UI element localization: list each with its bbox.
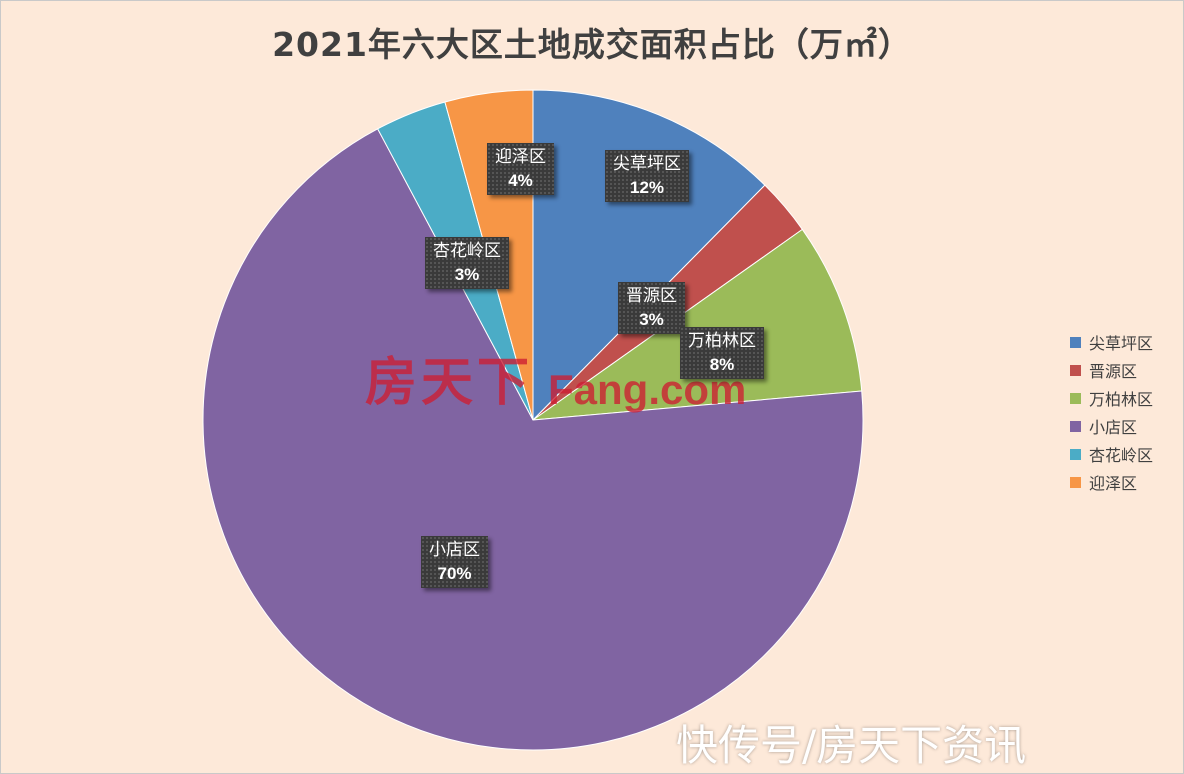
watermark-footer: 快传号/房天下资讯 — [676, 721, 1027, 770]
pie-slice-4 — [202, 128, 864, 751]
data-label-4: 小店区 70% — [421, 536, 488, 588]
legend-label: 杏花岭区 — [1089, 446, 1154, 465]
data-label-name: 万柏林区 — [688, 331, 756, 351]
legend-item: 小店区 — [1070, 412, 1153, 440]
legend-swatch — [1070, 364, 1081, 376]
data-label-6: 迎泽区 4% — [487, 143, 554, 195]
legend-swatch — [1070, 476, 1081, 488]
pie-slice-3 — [531, 228, 863, 421]
legend-item: 迎泽区 — [1070, 468, 1153, 496]
legend-swatch — [1070, 392, 1081, 404]
data-label-name: 小店区 — [429, 540, 480, 560]
legend-item: 晋源区 — [1070, 356, 1153, 384]
data-label-1: 尖草坪区 12% — [605, 150, 689, 202]
legend: 尖草坪区晋源区万柏林区小店区杏花岭区迎泽区 — [1070, 328, 1153, 496]
data-label-name: 杏花岭区 — [433, 241, 501, 261]
legend-item: 杏花岭区 — [1070, 440, 1153, 468]
data-label-name: 晋源区 — [626, 286, 677, 306]
legend-item: 万柏林区 — [1070, 384, 1153, 412]
legend-item: 尖草坪区 — [1070, 328, 1153, 356]
legend-label: 晋源区 — [1089, 362, 1138, 381]
legend-swatch — [1070, 336, 1081, 348]
data-label-percent: 4% — [508, 171, 533, 190]
data-label-name: 尖草坪区 — [613, 154, 681, 174]
data-label-percent: 70% — [437, 564, 472, 583]
data-label-percent: 3% — [639, 310, 664, 329]
data-label-percent: 3% — [454, 265, 480, 284]
legend-swatch — [1070, 448, 1081, 460]
data-label-3: 万柏林区 8% — [680, 327, 764, 379]
data-label-5: 杏花岭区 3% — [425, 237, 509, 289]
chart-title: 2021年六大区土地成交面积占比（万㎡） — [272, 25, 912, 64]
data-label-percent: 12% — [629, 178, 665, 197]
watermark-logo-cn: 房天下 — [365, 353, 534, 413]
data-label-2: 晋源区 3% — [618, 282, 685, 334]
legend-label: 小店区 — [1089, 418, 1138, 437]
legend-label: 尖草坪区 — [1089, 334, 1154, 353]
data-label-name: 迎泽区 — [495, 147, 546, 167]
data-label-percent: 8% — [709, 355, 735, 374]
legend-swatch — [1070, 420, 1081, 432]
legend-label: 迎泽区 — [1089, 474, 1138, 493]
legend-label: 万柏林区 — [1089, 390, 1154, 409]
pie-slice-1 — [532, 89, 766, 422]
